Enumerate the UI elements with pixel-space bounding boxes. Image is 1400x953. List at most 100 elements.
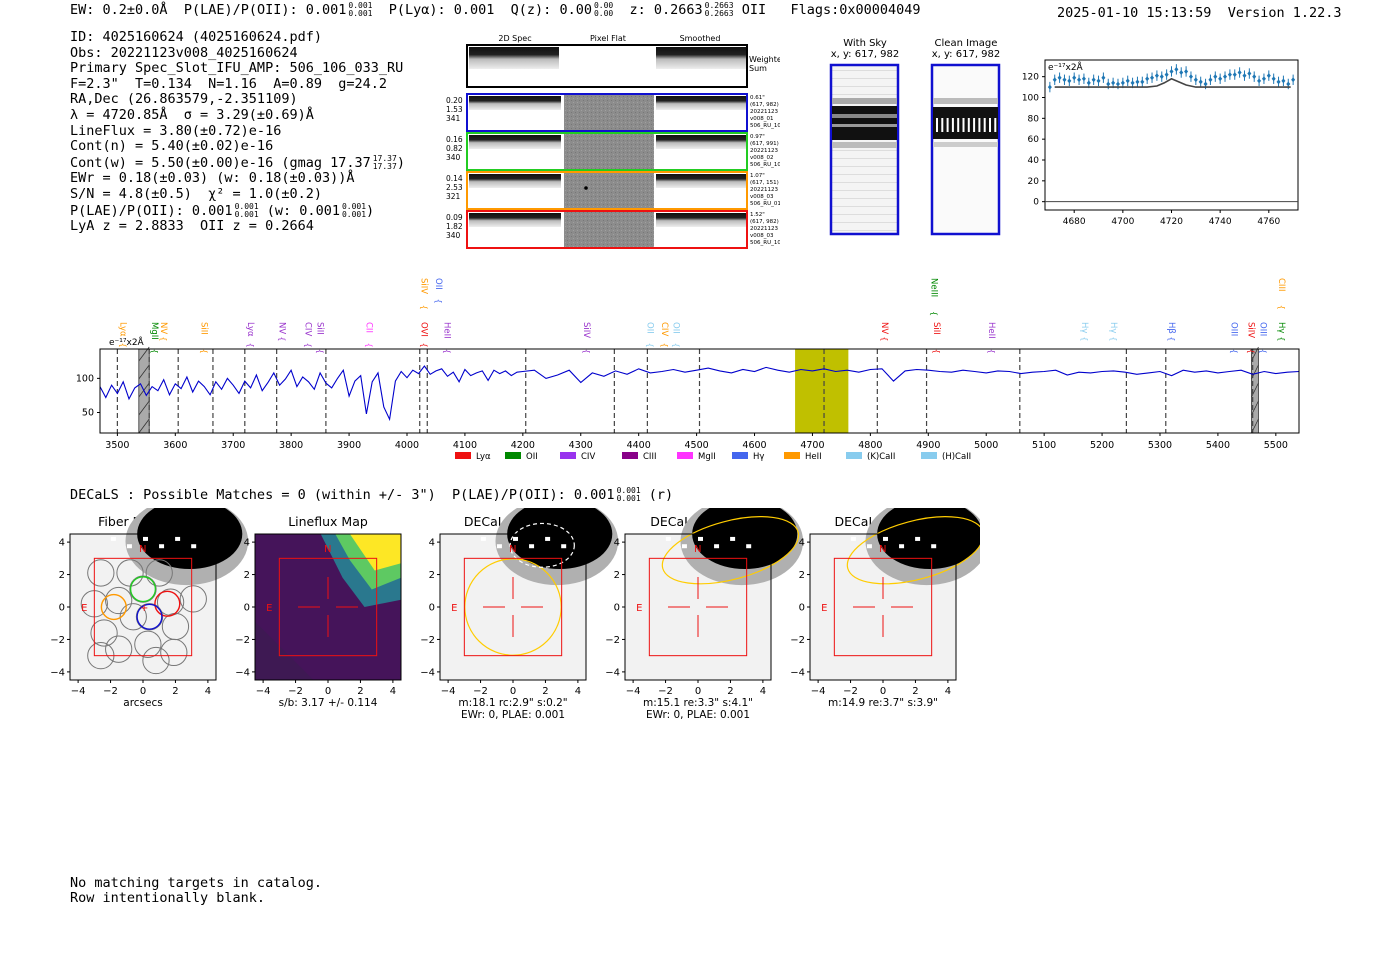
spectrum-xtick-label: 3800	[279, 440, 303, 451]
with-sky-xy: x, y: 617, 982	[830, 49, 900, 60]
saturated-pixel	[545, 536, 551, 541]
line-marker-brace: {	[987, 349, 996, 354]
fit-data-point	[1203, 81, 1208, 87]
cutout-right-label: 0.97"	[750, 134, 765, 140]
spectrum-xtick-label: 3600	[163, 440, 187, 451]
detection-info: ID: 4025160624 (4025160624.pdf) Obs: 202…	[70, 29, 405, 235]
fiber-center-marker: +	[140, 603, 148, 614]
ew-value: EW: 0.2±0.0Å	[70, 2, 168, 18]
line-marker-label: SiII	[314, 322, 324, 335]
line-marker-brace: {	[1080, 336, 1089, 341]
aperture-ellipse	[846, 516, 980, 585]
fit-data-point	[1120, 80, 1125, 86]
saturated-pixel	[698, 536, 703, 541]
clean-image-xy: x, y: 617, 982	[931, 49, 1001, 60]
panel-ytick-label: 0	[429, 603, 435, 614]
panel-xtick-label: −2	[473, 686, 488, 697]
panel-caption-2: EWr: 0, PLAE: 0.001	[461, 709, 565, 721]
panel-xtick-label: −4	[441, 686, 456, 697]
spectrum-frame	[99, 348, 1300, 434]
line-marker-label: CIV	[659, 322, 669, 336]
cutout-left-label: 0.09	[446, 213, 463, 222]
fit-data-point	[1276, 79, 1281, 85]
fit-data-point	[1242, 73, 1247, 79]
line-marker-label: Hγ	[1079, 322, 1089, 333]
cutout-right-label: v008_01	[750, 116, 774, 122]
line-marker-label: OIII	[1257, 322, 1267, 336]
line-marker-brace: {	[278, 336, 287, 341]
cutout-smoothed	[656, 213, 746, 227]
saturated-pixel	[883, 536, 888, 541]
fit-data-point	[1091, 77, 1096, 83]
panel-ytick-label: 2	[59, 570, 65, 581]
weighted-sum-label: Weighted	[749, 55, 780, 64]
cutout-smoothed	[656, 96, 746, 110]
info-fparams: F=2.3" T=0.134 N=1.16 A=0.89 g=24.2	[70, 75, 387, 92]
panel-xtick-label: 4	[760, 686, 766, 697]
fit-xtick-label: 4680	[1063, 217, 1086, 227]
saturated-pixel	[714, 544, 720, 549]
line-marker-brace: {	[420, 305, 429, 310]
fit-data-point	[1072, 75, 1077, 81]
spectrum-line	[99, 365, 1300, 422]
saturated-pixel	[191, 544, 197, 549]
spectrum-xtick-label: 4300	[569, 440, 593, 451]
line-marker-label: OVI	[419, 322, 429, 337]
line-fit-chart: 0 20 40 60 80 100 120 4680 4700 4720 4740 4760 e⁻¹⁷x…	[1022, 59, 1299, 227]
fit-unit-label: e⁻¹⁷x2Å	[1048, 61, 1084, 73]
panel-xtick-label: −4	[626, 686, 641, 697]
fiber-circle	[134, 630, 162, 658]
line-marker-brace: {	[199, 349, 208, 354]
panel-xtick-label: 2	[357, 686, 363, 697]
cutout-left-label: 0.16	[446, 135, 463, 144]
fit-data-point	[1077, 77, 1082, 83]
fit-data-point	[1081, 76, 1086, 82]
cutout-right-label: (617, 982)	[750, 219, 779, 225]
cutout-left-label: 0.82	[446, 144, 463, 153]
compass-east: E	[81, 603, 87, 614]
spectrum-xtick-label: 4400	[627, 440, 651, 451]
compass-east: E	[451, 603, 457, 614]
panel-xtick-label: 4	[945, 686, 951, 697]
line-marker-brace: {	[1109, 336, 1118, 341]
fit-ytick-label: 60	[1028, 135, 1040, 145]
fit-data-point	[1047, 84, 1052, 90]
fit-xtick-label: 4740	[1209, 217, 1232, 227]
version: Version 1.22.3	[1227, 5, 1342, 21]
fit-data-point	[1188, 74, 1193, 80]
line-marker-label: NV	[879, 322, 889, 334]
clean-stripe	[946, 118, 949, 132]
clean-stripe	[957, 118, 960, 132]
legend-label: Lyα	[476, 452, 491, 462]
fit-data-point	[1115, 81, 1120, 87]
fiber-circle	[119, 603, 147, 631]
panel-ytick-label: −2	[605, 635, 620, 646]
line-highlight-band	[795, 349, 849, 433]
region-box	[648, 557, 748, 657]
panel-ytick-label: −2	[790, 635, 805, 646]
fit-data-point	[1062, 77, 1067, 83]
fiber-circle	[145, 559, 173, 587]
full-spectrum-chart: e⁻¹⁷x2Å 50 100 3500 3600 3700 3800 3900 4000 4100…	[76, 278, 1300, 462]
saturated-pixel	[529, 544, 535, 549]
saturated-pixel	[899, 544, 905, 549]
fit-data-point	[1154, 73, 1159, 79]
decals-summary: DECaLS : Possible Matches = 0 (within +/…	[70, 486, 674, 504]
cutout-header-pixelflat: Pixel Flat	[590, 34, 626, 43]
fit-data-point	[1184, 68, 1189, 74]
sky-images	[829, 63, 1001, 236]
panel-xtick-label: −4	[811, 686, 826, 697]
legend-swatch	[560, 452, 576, 459]
fit-data-point	[1291, 77, 1296, 83]
fit-data-point	[1218, 76, 1223, 82]
panel-xtick-label: −2	[103, 686, 118, 697]
cutout-right-label: 506_RU_016	[750, 201, 780, 207]
clean-stripe	[973, 118, 976, 132]
panel-xtick-label: 0	[325, 686, 331, 697]
legend-label: HeII	[805, 452, 822, 462]
line-marker-label: Hγ	[1276, 322, 1286, 333]
